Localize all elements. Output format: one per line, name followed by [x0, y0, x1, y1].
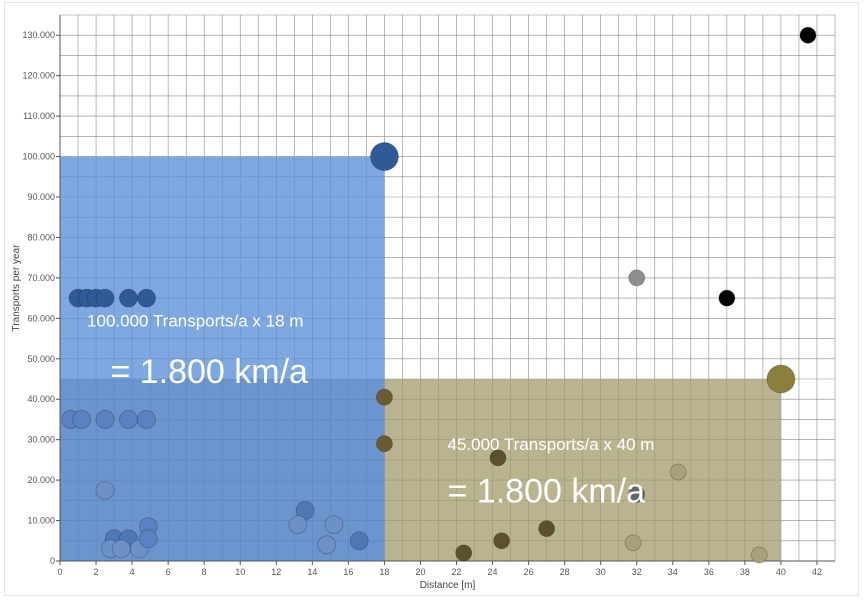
x-tick-label: 18 — [379, 567, 389, 577]
x-tick-label: 38 — [740, 567, 750, 577]
data-point — [750, 546, 768, 564]
y-tick-label: 40.000 — [27, 394, 55, 404]
data-point — [628, 269, 646, 287]
y-tick-label: 130.000 — [22, 30, 55, 40]
x-tick-label: 14 — [307, 567, 317, 577]
annotation-label: 45.000 Transports/a x 40 m — [448, 435, 655, 454]
x-tick-label: 6 — [166, 567, 171, 577]
x-tick-label: 22 — [452, 567, 462, 577]
data-point — [317, 535, 337, 555]
y-tick-label: 110.000 — [23, 111, 55, 121]
data-point — [95, 410, 115, 429]
x-tick-label: 16 — [343, 567, 353, 577]
x-tick-label: 34 — [668, 567, 678, 577]
data-point — [628, 485, 646, 503]
data-point — [349, 531, 369, 551]
annotation-label: = 1.800 km/a — [448, 472, 646, 510]
x-tick-label: 4 — [130, 567, 135, 577]
scatter-chart: 0 2 4 6 8 10 12 14 16 18 20 22 24 26 28 30 32 34 36 38 40 420… — [11, 14, 836, 591]
y-tick-label: 80.000 — [27, 232, 55, 242]
x-tick-label: 42 — [812, 567, 822, 577]
data-point — [766, 364, 796, 394]
y-tick-label: 90.000 — [27, 192, 55, 202]
highlight-region-1 — [384, 379, 781, 561]
y-tick-label: 10.000 — [27, 516, 55, 526]
data-point — [119, 288, 138, 308]
y-tick-label: 100.000 — [22, 152, 55, 162]
x-tick-label: 0 — [57, 567, 62, 577]
data-point — [493, 532, 510, 550]
data-point — [72, 410, 92, 429]
y-tick-label: 120.000 — [22, 71, 55, 81]
x-tick-label: 26 — [524, 567, 534, 577]
y-axis-title: Transports per year — [11, 244, 22, 332]
x-tick-label: 12 — [271, 567, 281, 577]
annotation-label: = 1.800 km/a — [110, 353, 308, 391]
data-point — [137, 288, 156, 308]
data-point — [538, 520, 556, 538]
data-point — [95, 480, 115, 500]
chart-frame: 0 2 4 6 8 10 12 14 16 18 20 22 24 26 28 30 32 34 36 38 40 42 0… — [4, 2, 859, 596]
y-tick-label: 20.000 — [27, 475, 55, 485]
data-point — [718, 289, 736, 307]
x-tick-label: 8 — [202, 567, 207, 577]
x-tick-label: 20 — [415, 567, 425, 577]
x-tick-label: 2 — [94, 567, 99, 577]
data-point — [119, 410, 138, 429]
y-tick-label: 0 — [50, 556, 55, 566]
y-tick-label: 70.000 — [27, 273, 55, 283]
x-tick-label: 30 — [596, 567, 606, 577]
x-tick-label: 40 — [776, 567, 786, 577]
x-tick-label: 24 — [488, 567, 498, 577]
data-point — [669, 463, 687, 481]
y-tick-label: 50.000 — [27, 354, 55, 364]
data-point — [324, 515, 344, 534]
highlight-region-0 — [60, 156, 385, 562]
data-point — [489, 449, 507, 467]
x-tick-label: 10 — [235, 567, 245, 577]
y-tick-label: 30.000 — [27, 435, 55, 445]
x-tick-label: 32 — [632, 567, 642, 577]
x-tick-label: 36 — [704, 567, 714, 577]
data-point — [370, 142, 399, 171]
y-tick-label: 60.000 — [27, 313, 55, 323]
data-point — [624, 534, 642, 552]
data-point — [137, 410, 156, 429]
data-point — [288, 515, 308, 534]
annotation-label: 100.000 Transports/a x 18 m — [87, 311, 303, 330]
data-point — [138, 529, 158, 549]
x-tick-label: 28 — [560, 567, 570, 577]
data-point — [111, 539, 131, 559]
x-axis-title: Distance [m] — [420, 580, 476, 591]
data-point — [455, 544, 473, 562]
data-point — [376, 435, 393, 453]
data-point — [376, 388, 393, 406]
data-point — [799, 26, 817, 44]
data-point — [95, 288, 115, 308]
